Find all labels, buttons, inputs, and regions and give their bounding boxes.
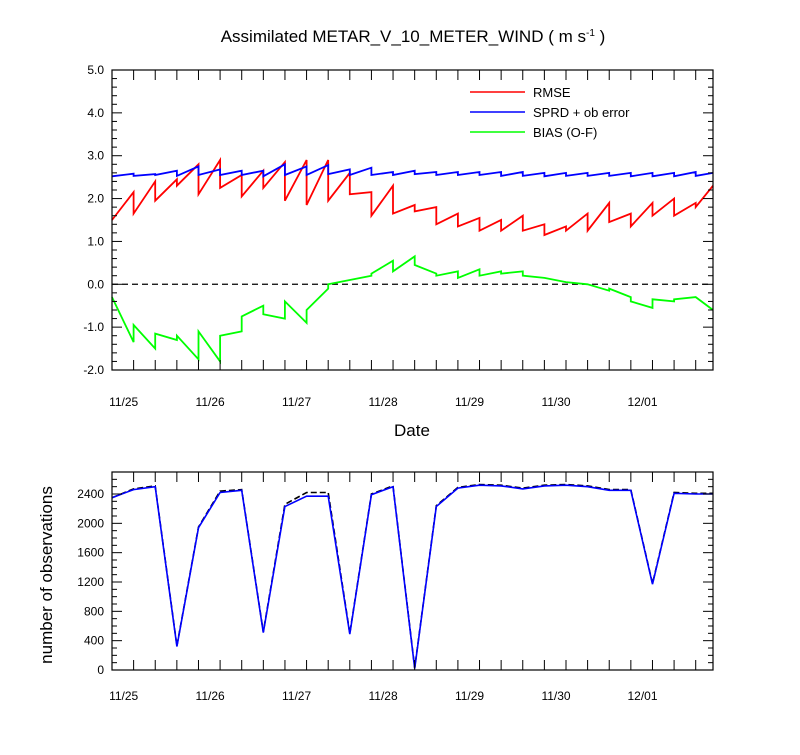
date-tick-label: 11/30: [541, 395, 570, 409]
bottom-y-tick-labels: 0 400 800 1200 1600 2000 2400: [77, 487, 104, 677]
legend-label-sprd: SPRD + ob error: [533, 105, 630, 120]
series-line-observations-possible: [111, 483, 713, 668]
date-tick-label: 11/29: [455, 689, 484, 703]
y-tick-label: 2000: [77, 516, 104, 530]
chart-title-close: ): [595, 27, 605, 46]
y-tick-label: 1600: [77, 546, 104, 560]
y-tick-label: 4.0: [87, 106, 104, 120]
date-tick-label: 11/25: [109, 395, 138, 409]
y-axis-title-observations: number of observations: [37, 486, 56, 664]
y-tick-label: -1.0: [83, 320, 104, 334]
date-tick-label: 12/01: [627, 395, 657, 409]
y-tick-label: 2400: [77, 487, 104, 501]
bottom-axis-ticks: [111, 471, 713, 671]
date-tick-label: 11/28: [369, 395, 398, 409]
x-axis-title: Date: [394, 421, 430, 440]
y-tick-label: 400: [84, 634, 104, 648]
y-tick-label: 3.0: [87, 149, 104, 163]
chart-title-unit-sup: -1: [586, 28, 595, 39]
y-tick-label: 800: [84, 604, 104, 618]
legend-label-bias: BIAS (O-F): [533, 125, 597, 140]
top-plot-frame: [111, 69, 714, 371]
legend-label-rmse: RMSE: [533, 85, 571, 100]
date-tick-label: 11/27: [282, 689, 311, 703]
date-tick-label: 11/27: [282, 395, 311, 409]
y-tick-label: 0.0: [87, 277, 104, 291]
date-tick-label: 12/01: [627, 689, 657, 703]
y-tick-label: 1.0: [87, 234, 104, 248]
top-y-tick-labels: -2.0 -1.0 0.0 1.0 2.0 3.0 4.0 5.0: [83, 63, 104, 377]
bottom-plot-frame: [111, 471, 714, 671]
date-tick-label: 11/26: [196, 689, 225, 703]
bottom-series-lines: [111, 483, 713, 669]
y-tick-label: 1200: [77, 575, 104, 589]
y-tick-label: 0: [97, 663, 104, 677]
date-tick-label: 11/28: [369, 689, 398, 703]
y-tick-label: 2.0: [87, 192, 104, 206]
date-tick-label: 11/30: [541, 689, 570, 703]
top-series-lines: [111, 156, 714, 365]
chart-title-main: Assimilated METAR_V_10_METER_WIND ( m s: [221, 27, 586, 46]
date-tick-label: 11/26: [196, 395, 225, 409]
legend: RMSE SPRD + ob error BIAS (O-F): [470, 85, 630, 140]
top-date-tick-labels: 11/25 11/26 11/27 11/28 11/29 11/30 12/01: [109, 395, 658, 409]
series-line-sprd-ob-error: [111, 162, 714, 178]
y-tick-label: 5.0: [87, 63, 104, 77]
date-tick-label: 11/25: [109, 689, 138, 703]
chart-title: Assimilated METAR_V_10_METER_WIND ( m s-…: [221, 27, 606, 46]
series-line-rmse: [111, 156, 714, 237]
date-tick-label: 11/29: [455, 395, 484, 409]
series-line-bias-o-f: [111, 254, 714, 365]
y-tick-label: -2.0: [83, 363, 104, 377]
series-line-observations-assimilated: [111, 484, 713, 669]
bottom-date-tick-labels: 11/25 11/26 11/27 11/28 11/29 11/30 12/01: [109, 689, 658, 703]
